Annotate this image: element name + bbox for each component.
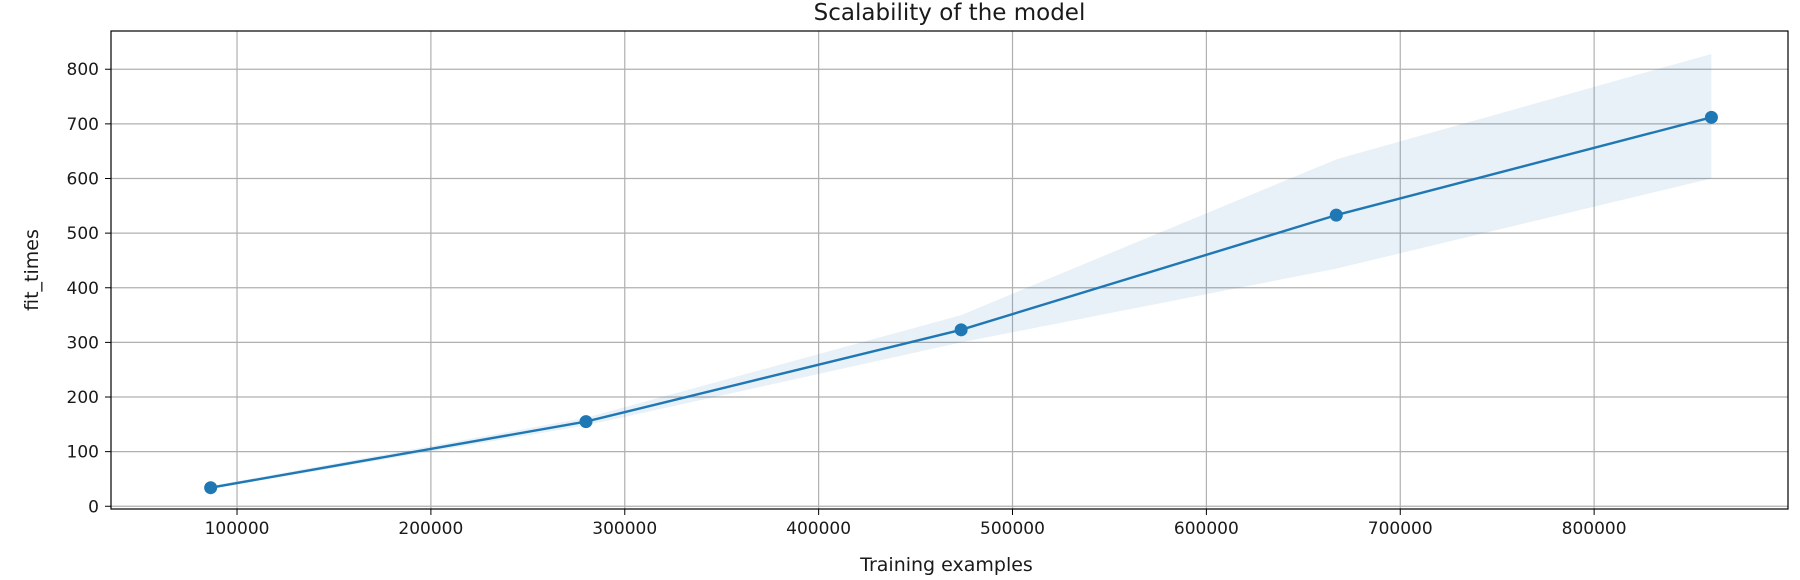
plot-frame xyxy=(110,30,1789,510)
x-tick-label: 500000 xyxy=(980,519,1045,539)
x-tick-label: 400000 xyxy=(786,519,851,539)
y-tick-label: 600 xyxy=(67,169,99,189)
y-tick-label: 300 xyxy=(67,333,99,353)
chart-title: Scalability of the model xyxy=(814,0,1086,26)
data-point xyxy=(204,481,218,495)
y-tick-label: 400 xyxy=(67,279,99,299)
x-tick-label: 100000 xyxy=(205,519,270,539)
x-tick-label: 200000 xyxy=(398,519,463,539)
band-layer xyxy=(210,53,1712,489)
grid-layer xyxy=(111,31,1788,509)
y-axis-label: fit_times xyxy=(21,229,43,311)
clipped-subplot-title: Performance of the model xyxy=(846,577,1093,580)
y-tick-label: 100 xyxy=(67,443,99,463)
point-layer xyxy=(204,110,1718,495)
data-point xyxy=(954,323,968,337)
x-tick-label: 600000 xyxy=(1174,519,1239,539)
data-point xyxy=(1329,208,1343,222)
confidence-band xyxy=(210,53,1712,489)
data-point xyxy=(1704,110,1718,124)
x-tick-label: 300000 xyxy=(592,519,657,539)
x-axis-label: Training examples xyxy=(859,554,1033,576)
tick-layer: 100000 200000 300000 400000 500000 600000 7000… xyxy=(67,60,1627,539)
y-tick-label: 800 xyxy=(67,60,99,80)
y-tick-label: 500 xyxy=(67,224,99,244)
y-tick-label: 700 xyxy=(67,115,99,135)
x-tick-label: 800000 xyxy=(1562,519,1627,539)
y-tick-label: 0 xyxy=(88,497,99,517)
data-point xyxy=(579,415,593,429)
y-tick-label: 200 xyxy=(67,388,99,408)
x-tick-label: 700000 xyxy=(1368,519,1433,539)
